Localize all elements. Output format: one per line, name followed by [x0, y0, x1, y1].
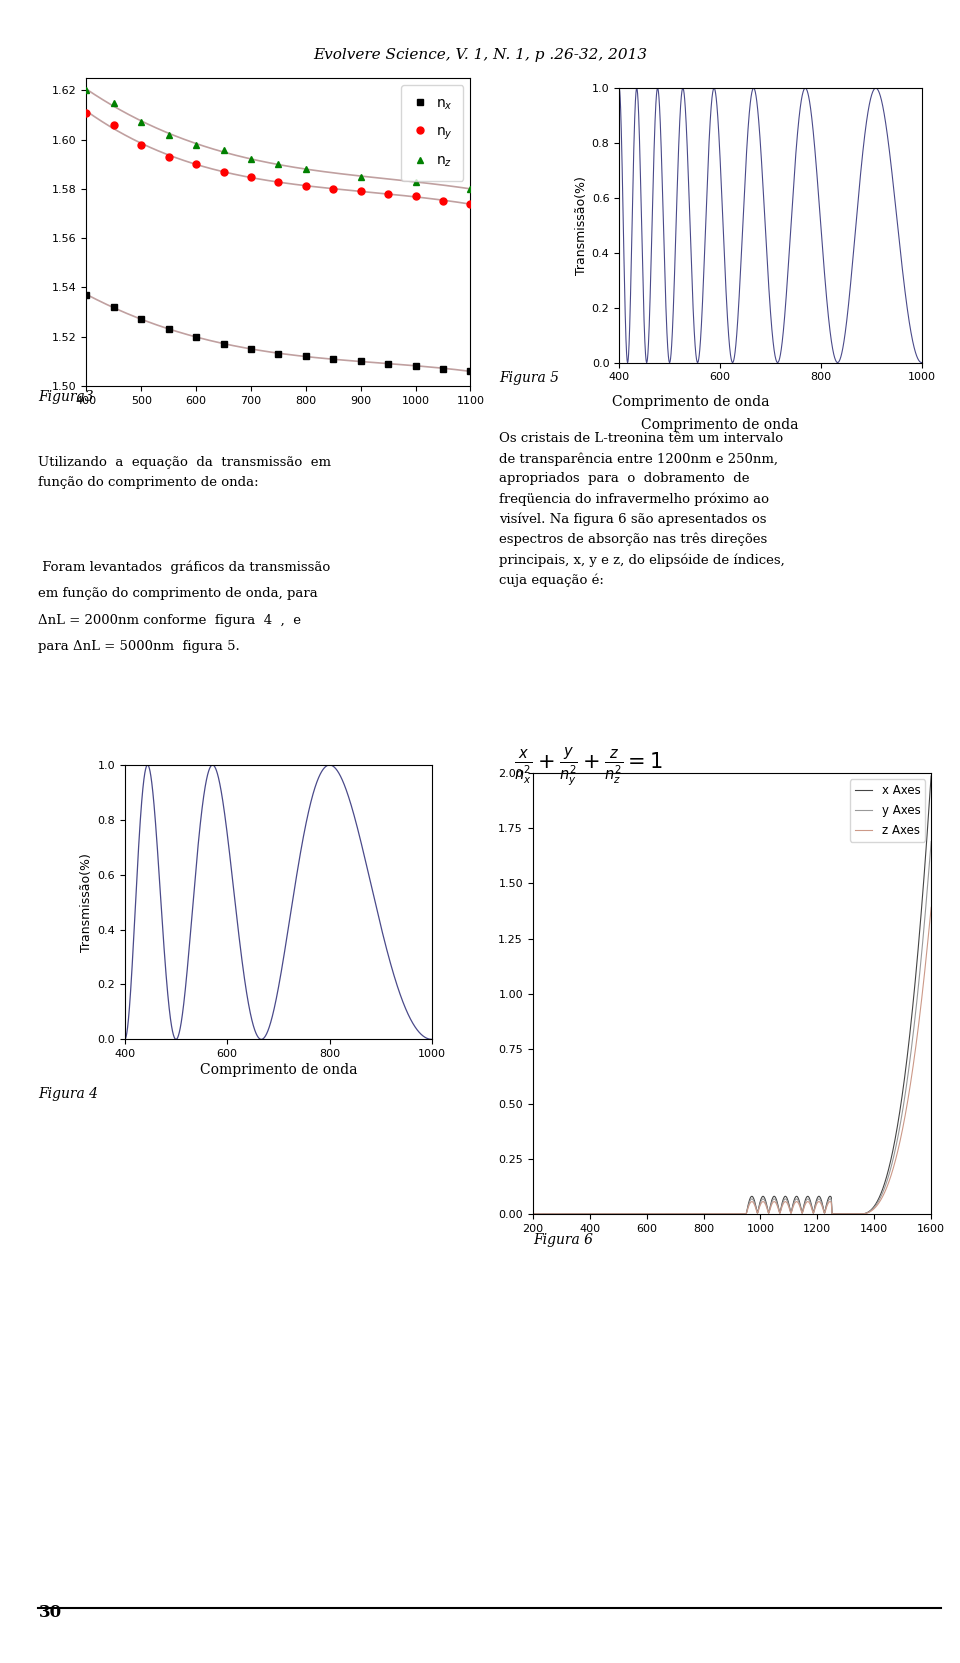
Text: em função do comprimento de onda, para: em função do comprimento de onda, para [38, 587, 318, 600]
n$_z$ [218, 140, 229, 160]
y Axes [766, 1192, 778, 1212]
n$_x$ [190, 326, 202, 346]
n$_x$ [382, 354, 394, 374]
n$_y$ [273, 171, 284, 191]
Line: z Axes: z Axes [533, 908, 931, 1214]
z Axes [854, 1204, 866, 1224]
n$_x$ [465, 361, 476, 381]
Text: Comprimento de onda: Comprimento de onda [641, 417, 799, 432]
n$_y$ [465, 193, 476, 213]
Text: Figura 5: Figura 5 [499, 371, 559, 386]
x Axes [599, 1204, 611, 1224]
y Axes [854, 1204, 866, 1224]
z Axes [766, 1194, 778, 1214]
n$_x$ [108, 298, 120, 318]
z Axes [925, 898, 937, 918]
Text: Comprimento de onda: Comprimento de onda [200, 1063, 357, 1078]
n$_y$ [163, 146, 175, 166]
z Axes [527, 1204, 539, 1224]
n$_x$ [437, 359, 448, 379]
n$_x$ [327, 349, 339, 369]
Text: ΔnL = 2000nm conforme  figura  4  ,  e: ΔnL = 2000nm conforme figura 4 , e [38, 614, 301, 627]
n$_y$ [382, 185, 394, 205]
n$_z$ [108, 93, 120, 113]
n$_x$ [273, 344, 284, 364]
n$_z$ [81, 80, 92, 100]
Line: x Axes: x Axes [533, 777, 931, 1214]
Text: Os cristais de L-treonina têm um intervalo
de transparência entre 1200nm e 250nm: Os cristais de L-treonina têm um interva… [499, 432, 785, 587]
n$_z$ [163, 125, 175, 145]
n$_y$ [135, 135, 147, 155]
n$_z$ [273, 155, 284, 175]
Text: Foram levantados  gráficos da transmissão: Foram levantados gráficos da transmissão [38, 560, 330, 574]
n$_z$ [465, 180, 476, 200]
Line: n$_x$: n$_x$ [83, 291, 474, 374]
n$_z$ [355, 166, 367, 186]
n$_x$ [135, 309, 147, 329]
n$_y$ [81, 103, 92, 123]
Legend: x Axes, y Axes, z Axes: x Axes, y Axes, z Axes [850, 780, 925, 841]
Text: $\frac{x}{n_x^2} + \frac{y}{n_y^2} + \frac{z}{n_z^2} = 1$: $\frac{x}{n_x^2} + \frac{y}{n_y^2} + \fr… [514, 745, 662, 788]
n$_z$ [300, 160, 312, 180]
x Axes [854, 1204, 866, 1224]
Line: n$_z$: n$_z$ [83, 86, 474, 193]
n$_y$ [410, 186, 421, 206]
n$_y$ [437, 191, 448, 211]
n$_y$ [327, 180, 339, 200]
z Axes [825, 1192, 836, 1212]
Line: y Axes: y Axes [533, 841, 931, 1214]
y Axes [527, 1204, 539, 1224]
y Axes [854, 1204, 866, 1224]
x Axes [825, 1186, 836, 1206]
z Axes [786, 1201, 798, 1221]
z Axes [599, 1204, 611, 1224]
Text: Evolvere Science, V. 1, N. 1, p .26-32, 2013: Evolvere Science, V. 1, N. 1, p .26-32, … [313, 48, 647, 62]
n$_y$ [300, 176, 312, 196]
x Axes [786, 1199, 798, 1219]
n$_y$ [355, 181, 367, 201]
n$_y$ [218, 161, 229, 181]
Text: Figura 4: Figura 4 [38, 1086, 99, 1101]
n$_x$ [300, 346, 312, 366]
y Axes [786, 1201, 798, 1221]
Text: 30: 30 [38, 1605, 61, 1621]
n$_x$ [218, 334, 229, 354]
Y-axis label: Transmissão(%): Transmissão(%) [81, 853, 93, 951]
n$_x$ [163, 319, 175, 339]
x Axes [766, 1191, 778, 1211]
z Axes [680, 1204, 691, 1224]
n$_x$ [245, 339, 256, 359]
x Axes [527, 1204, 539, 1224]
y Axes [825, 1189, 836, 1209]
n$_y$ [245, 166, 256, 186]
Text: para ΔnL = 5000nm  figura 5.: para ΔnL = 5000nm figura 5. [38, 640, 240, 654]
Text: Utilizando  a  equação  da  transmissão  em
função do comprimento de onda:: Utilizando a equação da transmissão em f… [38, 456, 331, 489]
x Axes [925, 767, 937, 787]
x Axes [854, 1204, 866, 1224]
n$_z$ [135, 113, 147, 133]
n$_z$ [190, 135, 202, 155]
n$_y$ [108, 115, 120, 135]
z Axes [854, 1204, 866, 1224]
y Axes [599, 1204, 611, 1224]
y Axes [925, 832, 937, 851]
n$_z$ [410, 171, 421, 191]
Legend: n$_x$, n$_y$, n$_z$: n$_x$, n$_y$, n$_z$ [401, 85, 464, 181]
n$_y$ [190, 155, 202, 175]
Y-axis label: Transmissão(%): Transmissão(%) [575, 176, 588, 274]
y Axes [680, 1204, 691, 1224]
n$_x$ [410, 356, 421, 376]
Text: Figura3: Figura3 [38, 389, 94, 404]
n$_z$ [245, 150, 256, 170]
x Axes [680, 1204, 691, 1224]
Text: Figura 6: Figura 6 [533, 1232, 593, 1247]
Line: n$_y$: n$_y$ [83, 110, 474, 208]
n$_x$ [81, 284, 92, 304]
n$_x$ [355, 351, 367, 371]
Text: Comprimento de onda: Comprimento de onda [612, 394, 770, 409]
